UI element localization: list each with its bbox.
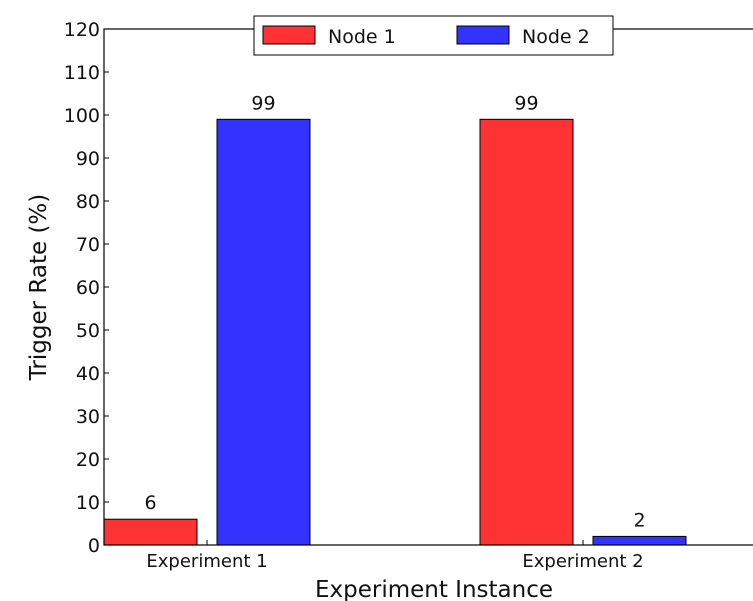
y-tick-label: 70 xyxy=(76,234,100,256)
y-tick-label: 100 xyxy=(64,105,100,127)
bar-value-label: 6 xyxy=(144,492,156,514)
x-category-label: Experiment 2 xyxy=(522,551,643,572)
x-axis-title: Experiment Instance xyxy=(315,577,553,601)
y-tick-label: 80 xyxy=(76,191,100,213)
value-labels-layer: 6 99 99 2 xyxy=(144,92,645,531)
legend-swatch xyxy=(262,25,316,45)
legend: Node 1 Node 2 xyxy=(253,15,614,56)
legend-label: Node 2 xyxy=(522,26,590,48)
y-tick-label: 20 xyxy=(76,449,100,471)
bar-value-label: 99 xyxy=(251,92,275,114)
y-tick-label: 60 xyxy=(76,277,100,299)
y-tick-label: 50 xyxy=(76,320,100,342)
y-tick-label: 10 xyxy=(76,492,100,514)
bar xyxy=(479,118,574,546)
x-axis-category-labels: Experiment 1 Experiment 2 xyxy=(146,540,644,572)
y-tick-label: 40 xyxy=(76,363,100,385)
legend-swatch xyxy=(456,25,510,45)
bar xyxy=(103,518,198,546)
bars-layer xyxy=(103,118,687,546)
plot-frame xyxy=(103,28,753,546)
bar xyxy=(592,535,687,546)
bar-value-label: 99 xyxy=(514,92,538,114)
y-axis-ticks: 0 10 20 30 40 50 60 70 80 90 100 110 120 xyxy=(64,19,109,557)
y-axis-title: Trigger Rate (%) xyxy=(26,194,52,381)
bar-value-label: 2 xyxy=(633,509,645,531)
bar xyxy=(216,118,311,546)
y-tick-label: 110 xyxy=(64,62,100,84)
x-category-label: Experiment 1 xyxy=(146,551,267,572)
legend-label: Node 1 xyxy=(328,26,396,48)
y-tick-label: 30 xyxy=(76,406,100,428)
y-tick-label: 90 xyxy=(76,148,100,170)
y-tick-label: 0 xyxy=(88,535,100,557)
y-tick-label: 120 xyxy=(64,19,100,41)
